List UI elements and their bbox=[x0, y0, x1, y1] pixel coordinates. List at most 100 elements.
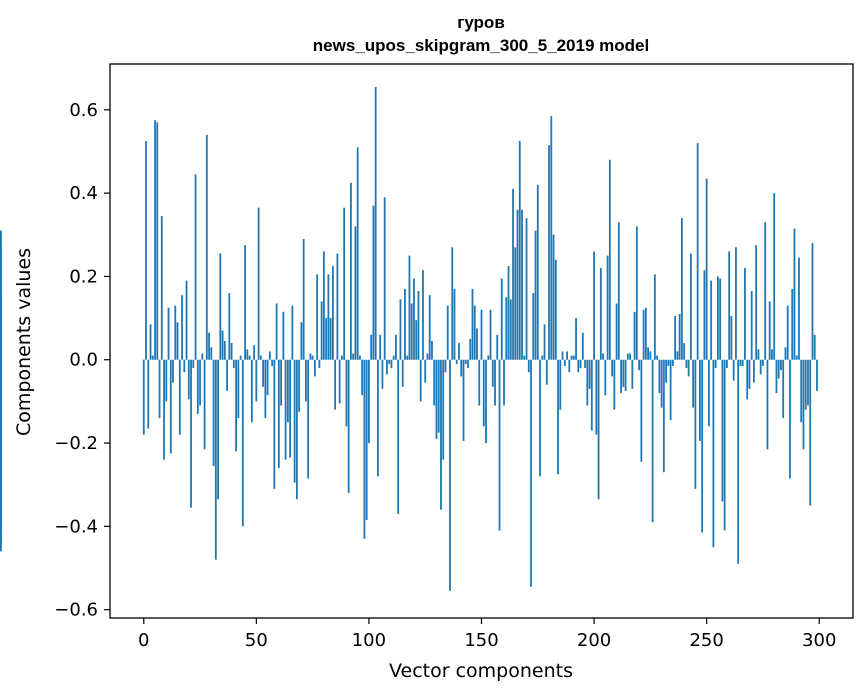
bar-component-92 bbox=[350, 182, 352, 360]
bar-component-18 bbox=[183, 359, 186, 373]
bar-component-242 bbox=[687, 359, 690, 377]
bar-component-39 bbox=[230, 343, 233, 360]
bar-component-159 bbox=[500, 278, 503, 360]
bar-component-164 bbox=[512, 188, 514, 360]
bar-component-290 bbox=[795, 355, 798, 360]
bar-component-136 bbox=[449, 359, 451, 591]
bar-component-83 bbox=[329, 318, 332, 360]
bar-component-29 bbox=[208, 332, 210, 360]
bar-component-69 bbox=[298, 359, 301, 412]
bar-component-123 bbox=[419, 359, 422, 402]
bar-component-267 bbox=[744, 268, 746, 360]
bar-component-252 bbox=[710, 280, 713, 360]
chart-title: гуров bbox=[457, 13, 505, 32]
bar-component-128 bbox=[431, 341, 433, 360]
bar-component-114 bbox=[399, 299, 402, 360]
bar-component-286 bbox=[786, 305, 789, 360]
bar-component-217 bbox=[631, 359, 634, 389]
bar-component-144 bbox=[467, 359, 469, 369]
x-tick-label: 200 bbox=[577, 630, 611, 651]
bar-component-208 bbox=[611, 359, 613, 377]
bar-component-129 bbox=[433, 359, 436, 406]
bar-component-175 bbox=[536, 184, 539, 360]
bar-component-49 bbox=[253, 345, 255, 360]
bar-component-98 bbox=[363, 359, 366, 539]
bar-component-147 bbox=[473, 305, 476, 360]
bar-component-163 bbox=[509, 299, 512, 360]
bar-component-6 bbox=[156, 122, 159, 360]
bar-component-148 bbox=[476, 328, 478, 360]
bar-component-41 bbox=[235, 359, 237, 452]
bar-component-289 bbox=[793, 228, 796, 360]
bar-component-219 bbox=[635, 226, 638, 360]
bar-component-14 bbox=[174, 305, 177, 360]
bar-component-32 bbox=[214, 359, 217, 560]
bar-component-205 bbox=[604, 359, 607, 396]
bar-component-231 bbox=[662, 359, 665, 473]
bar-component-259 bbox=[726, 359, 728, 369]
bar-component-230 bbox=[660, 359, 663, 408]
y-tick-label: 0.0 bbox=[69, 350, 98, 371]
bar-component-284 bbox=[782, 359, 785, 419]
bar-component-40 bbox=[232, 359, 235, 369]
bar-component-189 bbox=[568, 359, 571, 373]
bar-component-173 bbox=[532, 293, 535, 360]
bar-component-232 bbox=[665, 359, 668, 383]
bar-component-45 bbox=[244, 245, 246, 360]
bar-component-210 bbox=[615, 303, 618, 360]
bar-component-134 bbox=[444, 359, 447, 373]
bar-component-215 bbox=[626, 353, 629, 360]
bar-component-143 bbox=[464, 359, 467, 364]
bar-component-81 bbox=[325, 318, 328, 360]
bar-component-73 bbox=[307, 359, 310, 479]
bar-component-110 bbox=[390, 359, 393, 369]
bar-component-48 bbox=[250, 359, 253, 423]
bar-component-68 bbox=[295, 359, 298, 500]
bar-component-269 bbox=[748, 359, 751, 389]
bar-component-4 bbox=[151, 355, 154, 360]
bar-component-293 bbox=[802, 359, 805, 450]
x-axis-label: Vector components bbox=[389, 660, 573, 682]
bar-component-33 bbox=[217, 359, 219, 500]
bar-component-75 bbox=[311, 355, 314, 360]
bar-component-279 bbox=[771, 349, 773, 360]
bar-component-117 bbox=[406, 355, 409, 360]
x-tick-label: 0 bbox=[138, 630, 149, 651]
bar-component-177 bbox=[541, 355, 544, 360]
y-tick-label: 0.2 bbox=[69, 266, 98, 287]
bar-component-160 bbox=[503, 359, 505, 406]
bar-component-171 bbox=[527, 359, 530, 373]
bar-component-95 bbox=[356, 147, 359, 360]
bar-component-169 bbox=[523, 355, 526, 360]
bar-component-89 bbox=[343, 207, 346, 360]
bar-component-202 bbox=[597, 359, 600, 500]
bar-component-184 bbox=[557, 359, 559, 475]
bar-component-247 bbox=[699, 359, 701, 441]
bar-component-237 bbox=[676, 351, 679, 360]
bar-component-74 bbox=[309, 353, 312, 360]
bar-component-54 bbox=[264, 359, 267, 419]
bar-component-262 bbox=[732, 359, 735, 381]
bar-component-126 bbox=[426, 353, 429, 360]
bar-component-58 bbox=[273, 359, 276, 489]
bar-component-91 bbox=[347, 359, 350, 494]
bar-component-146 bbox=[471, 288, 474, 360]
bar-component-216 bbox=[629, 353, 631, 360]
bar-component-101 bbox=[370, 334, 373, 360]
bar-component-151 bbox=[482, 359, 485, 427]
bar-component-15 bbox=[176, 322, 179, 360]
bar-component-294 bbox=[804, 359, 807, 410]
bar-component-212 bbox=[620, 359, 622, 394]
bar-component-195 bbox=[581, 332, 584, 360]
bar-component-72 bbox=[304, 359, 307, 402]
bar-component-84 bbox=[332, 266, 334, 360]
bar-component-79 bbox=[320, 301, 323, 360]
bar-component-270 bbox=[750, 291, 753, 360]
bar-component-193 bbox=[577, 359, 580, 373]
bar-component-7 bbox=[158, 359, 161, 419]
bar-component-31 bbox=[212, 359, 215, 466]
bar-component-42 bbox=[237, 359, 240, 419]
bar-component-201 bbox=[595, 359, 598, 435]
bar-component-162 bbox=[507, 266, 510, 360]
